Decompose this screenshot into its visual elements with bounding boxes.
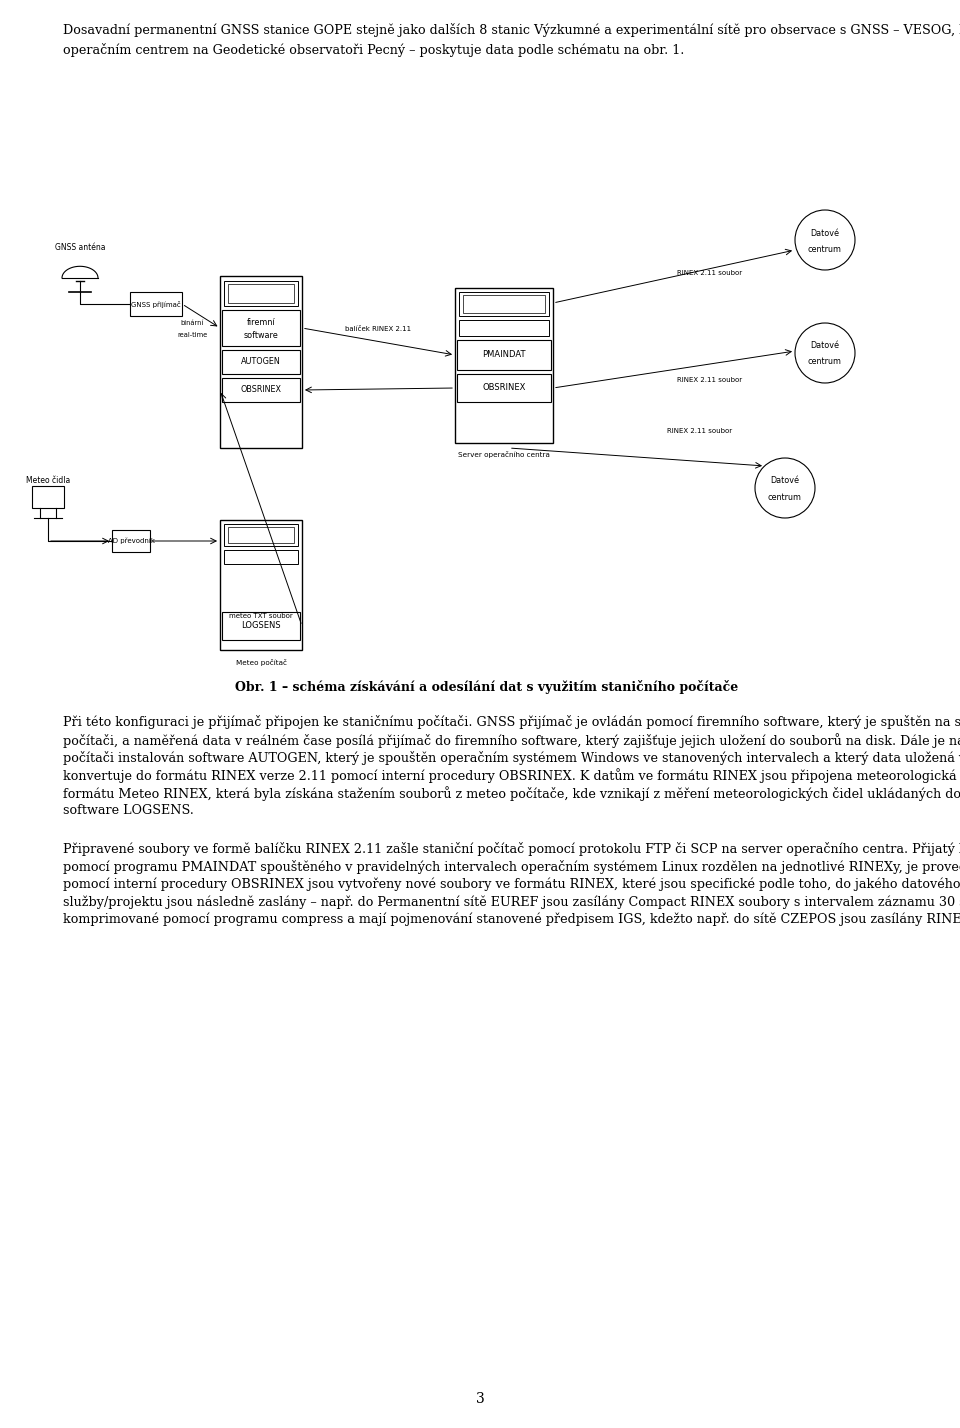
Text: pomocí programu PMAINDAT spouštěného v pravidelných intervalech operačním systém: pomocí programu PMAINDAT spouštěného v p… [63, 860, 960, 874]
Bar [222, 613, 300, 640]
Text: operačním centrem na Geodetické observatoři Pecný – poskytuje data podle schémat: operačním centrem na Geodetické observat… [63, 43, 684, 57]
Text: Datové: Datové [810, 228, 839, 237]
Text: AD převodník: AD převodník [108, 538, 155, 544]
Text: firemní: firemní [247, 318, 276, 327]
Text: meteo TXT soubor: meteo TXT soubor [229, 613, 293, 618]
Text: Dosavadní permanentní GNSS stanice GOPE stejně jako dalších 8 stanic Výzkumné a : Dosavadní permanentní GNSS stanice GOPE … [63, 23, 960, 37]
Text: PMAINDAT: PMAINDAT [482, 350, 526, 360]
Text: služby/projektu jsou následně zaslány – např. do Permanentní sítě EUREF jsou zas: služby/projektu jsou následně zaslány – … [63, 895, 960, 908]
Bar [463, 296, 545, 313]
Text: software LOGSENS.: software LOGSENS. [63, 804, 194, 817]
Text: Obr. 1 – schéma získávání a odesílání dat s využitím staničního počítače: Obr. 1 – schéma získávání a odesílání da… [235, 680, 738, 694]
Text: počítači instalován software AUTOGEN, který je spouštěn operačním systémem Windo: počítači instalován software AUTOGEN, kt… [63, 751, 960, 764]
Text: centrum: centrum [768, 493, 802, 501]
Text: binární: binární [180, 320, 204, 326]
Text: software: software [244, 331, 278, 340]
Text: RINEX 2.11 soubor: RINEX 2.11 soubor [678, 270, 743, 276]
Text: komprimované pomocí programu compress a mají pojmenování stanovené předpisem IGS: komprimované pomocí programu compress a … [63, 912, 960, 927]
Text: konvertuje do formátu RINEX verze 2.11 pomocí interní procedury OBSRINEX. K datů: konvertuje do formátu RINEX verze 2.11 p… [63, 768, 960, 784]
Bar [32, 486, 64, 508]
Bar [220, 520, 302, 650]
Text: AUTOGEN: AUTOGEN [241, 357, 281, 367]
Circle shape [795, 323, 855, 383]
Text: RINEX 2.11 soubor: RINEX 2.11 soubor [667, 428, 732, 434]
Bar [112, 530, 150, 553]
Text: Při této konfiguraci je přijímač připojen ke staničnímu počítači. GNSS přijímač : Při této konfiguraci je přijímač připoje… [63, 715, 960, 730]
Bar [459, 291, 549, 316]
Bar [222, 350, 300, 374]
Text: počítači, a naměřená data v reálném čase posílá přijímač do firemního software, : počítači, a naměřená data v reálném čase… [63, 733, 960, 748]
Bar [222, 378, 300, 403]
Bar [220, 276, 302, 448]
Text: GNSS anténa: GNSS anténa [55, 244, 106, 253]
Text: OBSRINEX: OBSRINEX [241, 386, 281, 394]
Bar [224, 524, 298, 545]
Text: Meteo čidla: Meteo čidla [26, 476, 70, 484]
Text: Připravené soubory ve formě balíčku RINEX 2.11 zašle staniční počítač pomocí pro: Připravené soubory ve formě balíčku RINE… [63, 841, 960, 855]
Bar [459, 320, 549, 336]
Text: pomocí interní procedury OBSRINEX jsou vytvořeny nové soubory ve formátu RINEX, : pomocí interní procedury OBSRINEX jsou v… [63, 877, 960, 891]
Bar [130, 291, 182, 316]
Text: real-time: real-time [177, 333, 207, 338]
Bar [457, 340, 551, 370]
Text: OBSRINEX: OBSRINEX [482, 384, 526, 393]
Bar [222, 310, 300, 346]
Text: centrum: centrum [808, 244, 842, 254]
Text: balíček RINEX 2.11: balíček RINEX 2.11 [346, 327, 412, 333]
Bar [224, 550, 298, 564]
Text: 3: 3 [475, 1392, 485, 1407]
Text: Meteo počítač: Meteo počítač [235, 658, 286, 665]
Text: GNSS přijímač: GNSS přijímač [132, 300, 180, 307]
Bar [224, 281, 298, 306]
Text: RINEX 2.11 soubor: RINEX 2.11 soubor [678, 377, 743, 383]
Bar [228, 284, 294, 303]
Text: Server operačního centra: Server operačního centra [458, 451, 550, 458]
Bar [228, 527, 294, 543]
Text: LOGSENS: LOGSENS [241, 621, 281, 631]
Circle shape [755, 458, 815, 518]
Text: Datové: Datové [771, 477, 800, 486]
Bar [455, 288, 553, 443]
Text: centrum: centrum [808, 357, 842, 367]
Bar [457, 374, 551, 403]
Circle shape [795, 210, 855, 270]
Text: formátu Meteo RINEX, která byla získána stažením souborů z meteo počítače, kde v: formátu Meteo RINEX, která byla získána … [63, 787, 960, 801]
Text: Datové: Datové [810, 341, 839, 350]
